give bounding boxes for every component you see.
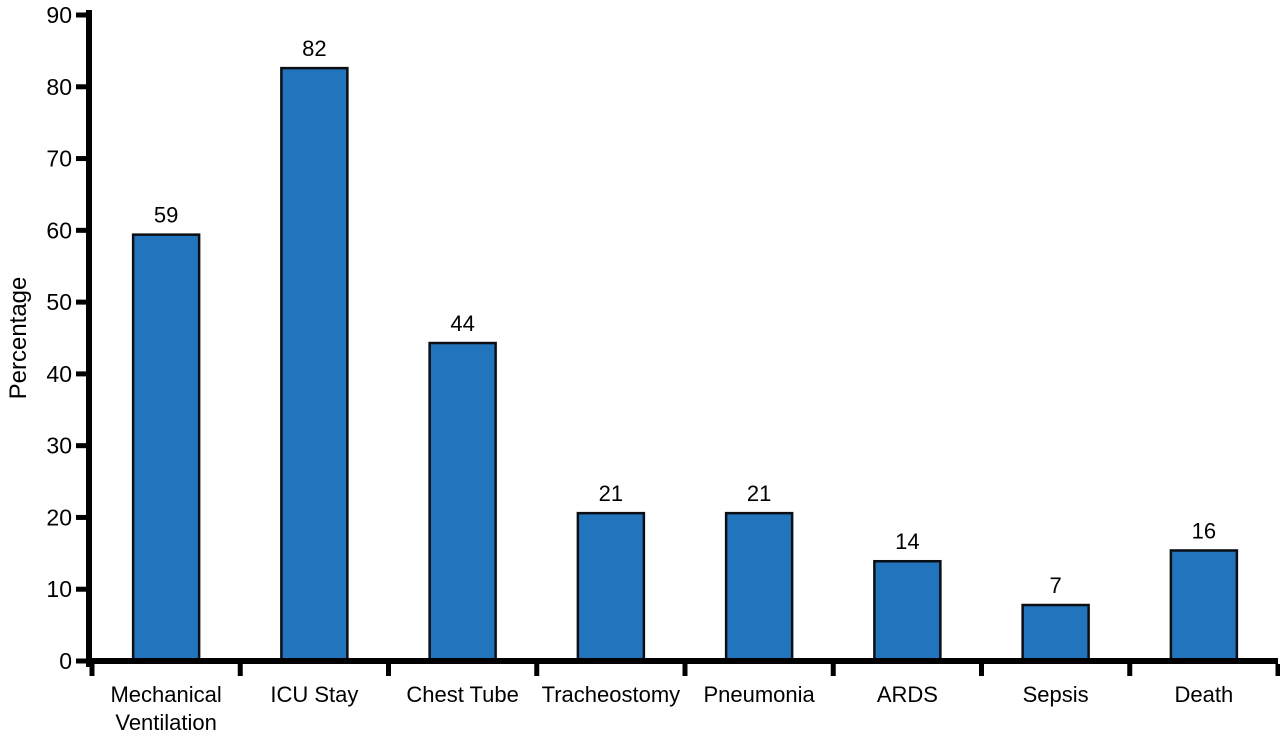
y-tick [76, 299, 86, 305]
x-category-label: ARDS [877, 682, 938, 707]
bar-value-label: 16 [1192, 518, 1216, 543]
bar-icu-stay [280, 66, 349, 663]
x-tick [682, 664, 688, 676]
bar-value-label: 82 [302, 36, 326, 61]
x-category-label: ICU Stay [270, 682, 358, 707]
x-tick [89, 664, 95, 676]
x-category-label: Sepsis [1023, 682, 1089, 707]
y-axis-title: Percentage [5, 277, 32, 400]
bar-chest-tube [428, 341, 497, 663]
bar-value-label: 14 [895, 529, 919, 554]
y-tick [76, 586, 86, 592]
y-tick-label: 0 [59, 648, 72, 674]
y-tick [76, 371, 86, 377]
bar-mechanical-ventilation [131, 233, 201, 663]
x-tick [1275, 664, 1280, 676]
y-tick-label: 10 [46, 576, 72, 602]
x-category-label: Ventilation [115, 710, 217, 733]
bar-value-label: 59 [154, 203, 178, 228]
x-tick [1127, 664, 1133, 676]
bar-tracheostomy [576, 511, 646, 663]
bar-value-label: 7 [1050, 573, 1062, 598]
y-tick [76, 156, 86, 162]
y-tick [76, 84, 86, 90]
bar-sepsis [1021, 603, 1090, 663]
y-tick [76, 658, 86, 664]
y-tick-label: 90 [46, 2, 72, 28]
x-tick [534, 664, 540, 676]
x-category-label: Mechanical [110, 682, 221, 707]
bar-value-label: 44 [450, 311, 474, 336]
x-axis-line [86, 658, 1278, 664]
y-tick [76, 514, 86, 520]
y-tick-label: 40 [46, 361, 72, 387]
x-tick [386, 664, 391, 676]
bar-pneumonia [724, 511, 794, 663]
y-tick-label: 30 [46, 433, 72, 459]
bar-ards [873, 559, 942, 663]
y-tick-label: 80 [46, 74, 72, 100]
x-category-label: Death [1175, 682, 1234, 707]
y-tick-label: 50 [46, 289, 72, 315]
x-tick [979, 664, 984, 676]
x-category-label: Pneumonia [703, 682, 815, 707]
bar-death [1169, 549, 1239, 663]
y-tick [76, 443, 86, 449]
x-category-label: Chest Tube [406, 682, 519, 707]
x-category-label: Tracheostomy [542, 682, 681, 707]
y-tick [76, 12, 86, 18]
x-tick [237, 664, 243, 676]
y-tick [76, 227, 86, 233]
bar-value-label: 21 [747, 481, 771, 506]
y-tick-label: 60 [46, 217, 72, 243]
y-axis-line [86, 10, 92, 667]
x-tick [830, 664, 836, 676]
bar-value-label: 21 [599, 481, 623, 506]
y-tick-label: 20 [46, 504, 72, 530]
y-tick-label: 70 [46, 146, 72, 172]
